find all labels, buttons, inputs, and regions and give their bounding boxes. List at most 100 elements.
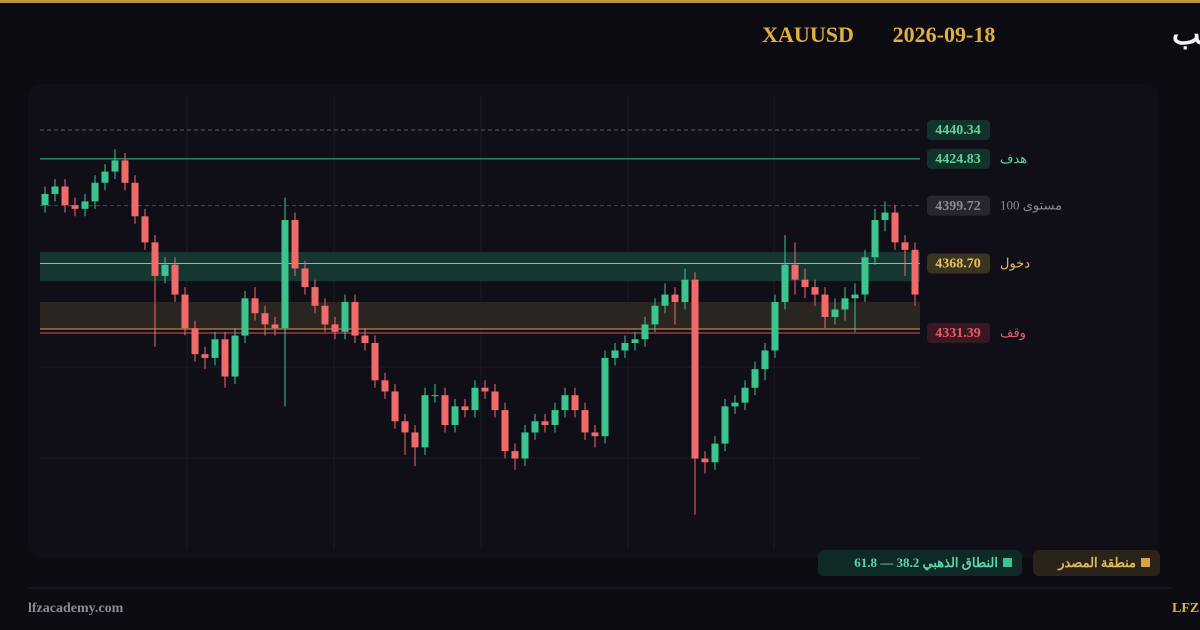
- candle-body: [441, 395, 449, 425]
- candle-body: [691, 279, 699, 459]
- candle-body: [901, 242, 909, 250]
- candle-body: [311, 287, 319, 306]
- candle-body: [661, 294, 669, 306]
- candle-body: [271, 324, 279, 329]
- candle-body: [731, 402, 739, 407]
- candle-body: [651, 305, 659, 325]
- candle-body: [531, 421, 539, 433]
- candle-body: [791, 264, 799, 280]
- date: 2026-09-18: [893, 22, 996, 47]
- candle-body: [341, 302, 349, 332]
- candle-body: [491, 391, 499, 411]
- level-value: 4424.83: [935, 152, 981, 167]
- candle-body: [841, 298, 849, 310]
- candle-body: [881, 212, 889, 221]
- footer-site: lfzacademy.com: [28, 601, 124, 616]
- candle-body: [131, 182, 139, 217]
- legend-key: [1141, 558, 1150, 567]
- candle-body: [61, 186, 69, 206]
- level-box: [927, 119, 990, 140]
- candle-body: [51, 186, 59, 194]
- candle-body: [451, 406, 459, 425]
- candle-body: [41, 193, 49, 206]
- legend-box: [818, 550, 1022, 576]
- candle-body: [511, 451, 519, 459]
- candle-body: [101, 171, 109, 183]
- candle-body: [721, 406, 729, 444]
- level-box: [927, 322, 990, 343]
- candle-body: [431, 395, 439, 397]
- top-border: [0, 0, 1200, 3]
- candle-body: [171, 264, 179, 295]
- legend-label: منطقة المصدر: [1057, 555, 1136, 571]
- legend-box: [1033, 550, 1160, 576]
- candle-body: [421, 395, 429, 448]
- candle-body: [151, 242, 159, 276]
- candle-body: [481, 387, 489, 392]
- candle-body: [521, 432, 529, 459]
- candle-body: [641, 324, 649, 340]
- level-box: [927, 148, 990, 169]
- candle-body: [801, 279, 809, 288]
- level-name: دخول: [1000, 255, 1030, 271]
- candle-body: [381, 380, 389, 392]
- candle-body: [411, 432, 419, 448]
- candle-body: [821, 294, 829, 317]
- level-value: 4440.34: [935, 123, 981, 138]
- candle-body: [241, 298, 249, 336]
- level-box: [927, 195, 990, 216]
- candle-body: [701, 458, 709, 463]
- footer-brand: أكاديمية LFZ: [1172, 597, 1200, 616]
- candle-body: [581, 410, 589, 433]
- level-name: مستوى 100: [1000, 198, 1062, 214]
- candle-body: [911, 249, 919, 295]
- level-box: [927, 253, 990, 274]
- candle-body: [781, 264, 789, 303]
- legend-label: النطاق الذهبي 38.2 — 61.8: [854, 555, 998, 571]
- level-name: وقف: [1000, 325, 1026, 341]
- level-name: هدف: [1000, 151, 1027, 166]
- candle-body: [141, 216, 149, 243]
- candle-body: [761, 350, 769, 370]
- candle-body: [601, 357, 609, 437]
- candle-body: [81, 201, 89, 209]
- candle-body: [161, 264, 169, 276]
- candle-body: [831, 309, 839, 317]
- level-value: 4399.72: [935, 199, 981, 214]
- candle-body: [461, 406, 469, 411]
- candle-body: [211, 339, 219, 358]
- candle-body: [541, 421, 549, 425]
- candle-body: [561, 395, 569, 411]
- candle-body: [221, 339, 229, 377]
- candle-body: [281, 220, 289, 329]
- candle-body: [741, 387, 749, 403]
- legend-key: [1003, 558, 1012, 567]
- candle-body: [851, 294, 859, 299]
- candle-body: [891, 212, 899, 243]
- candle-body: [501, 410, 509, 452]
- candle-body: [201, 354, 209, 358]
- zone: [40, 302, 920, 330]
- candle-body: [291, 220, 299, 269]
- candle-body: [231, 335, 239, 377]
- candle-body: [811, 287, 819, 295]
- symbol: XAUUSD: [762, 22, 854, 47]
- candle-body: [611, 350, 619, 358]
- candle-body: [261, 313, 269, 325]
- candle-body: [771, 302, 779, 351]
- level-value: 4368.70: [935, 257, 981, 272]
- candle-body: [871, 220, 879, 258]
- candle-body: [331, 324, 339, 332]
- level-value: 4331.39: [935, 326, 981, 341]
- candle-body: [191, 328, 199, 355]
- candle-body: [631, 339, 639, 344]
- candle-body: [301, 268, 309, 288]
- candle-body: [71, 205, 79, 209]
- candle-body: [711, 443, 719, 463]
- candle-body: [751, 369, 759, 388]
- candle-body: [91, 182, 99, 202]
- candle-body: [121, 160, 129, 183]
- candle-body: [251, 298, 259, 314]
